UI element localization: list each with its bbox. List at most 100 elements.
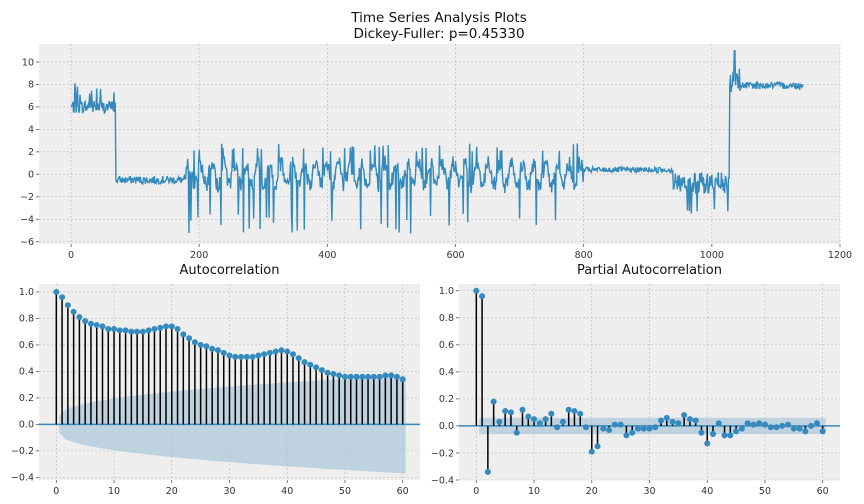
ts-xtick-label: 600 [446, 250, 464, 261]
pacf-marker [698, 429, 705, 436]
acf-marker [278, 347, 285, 354]
pacf-marker [548, 410, 555, 417]
acf-title: Autocorrelation [180, 263, 280, 278]
pacf-marker [761, 421, 768, 428]
ts-xtick-label: 1200 [828, 250, 852, 261]
pacf-panel: 0 10 20 30 40 50 60 −0.4 −0.2 0.0 0.2 0.4 0.6 0.8 1.0 P… [431, 263, 840, 497]
pacf-marker [502, 408, 509, 415]
ts-xtick-label: 0 [68, 250, 74, 261]
pacf-marker [525, 413, 532, 420]
acf-marker [76, 314, 83, 321]
pacf-marker [733, 428, 740, 435]
acf-ytick-label: 0.0 [19, 420, 34, 431]
time-series-line [70, 50, 804, 234]
acf-marker [295, 355, 302, 362]
pacf-xtick-label: 40 [701, 486, 713, 497]
pacf-marker [640, 425, 647, 432]
acf-marker [261, 351, 268, 358]
pacf-marker [513, 429, 520, 436]
pacf-marker [473, 287, 480, 294]
acf-ytick-label: −0.4 [11, 473, 34, 484]
pacf-marker [611, 421, 618, 428]
pacf-marker [490, 398, 497, 405]
acf-marker [318, 367, 325, 374]
pacf-marker [692, 417, 699, 424]
acf-xtick-label: 40 [281, 486, 293, 497]
pacf-ytick-label: 0.2 [439, 394, 454, 405]
pacf-marker [721, 432, 728, 439]
pacf-xtick-label: 10 [528, 486, 540, 497]
pacf-marker [663, 414, 670, 421]
figure-title-line2: Dickey-Fuller: p=0.45330 [353, 26, 524, 42]
pacf-marker [658, 417, 665, 424]
pacf-ytick-label: 0.6 [439, 340, 454, 351]
acf-marker [238, 353, 245, 360]
time-series-panel: 0 200 400 600 800 1000 1200 −6 −4 −2 0 2 4 6 8 10 [20, 44, 852, 261]
pacf-marker [479, 293, 486, 300]
pacf-xtick-label: 0 [473, 486, 479, 497]
pacf-ytick-label: 0.0 [439, 421, 454, 432]
pacf-marker [600, 425, 607, 432]
pacf-marker [686, 416, 693, 423]
acf-ytick-label: 0.6 [19, 340, 34, 351]
acf-marker [116, 327, 123, 334]
pacf-ytick-label: 0.4 [439, 367, 454, 378]
acf-marker [353, 373, 360, 380]
pacf-marker [813, 420, 820, 427]
acf-marker [134, 328, 141, 335]
pacf-marker [629, 429, 636, 436]
pacf-marker [536, 420, 543, 427]
pacf-marker [652, 424, 659, 431]
acf-marker [163, 323, 169, 330]
acf-marker [64, 302, 71, 309]
pacf-marker [808, 422, 815, 429]
pacf-marker [519, 406, 526, 413]
acf-marker [249, 353, 256, 360]
acf-marker [243, 353, 250, 360]
acf-marker [209, 345, 216, 352]
acf-marker [324, 369, 331, 376]
acf-marker [370, 373, 377, 380]
acf-marker [139, 328, 146, 335]
acf-marker [307, 361, 314, 368]
pacf-marker [790, 425, 797, 432]
pacf-marker [496, 418, 503, 425]
pacf-ytick-label: 1.0 [439, 286, 454, 297]
acf-marker [336, 372, 343, 379]
acf-marker [290, 351, 296, 358]
acf-ytick-label: 0.2 [19, 393, 34, 404]
acf-marker [203, 343, 210, 350]
acf-marker [191, 339, 198, 346]
pacf-marker [779, 422, 786, 429]
acf-xtick-label: 50 [339, 486, 351, 497]
pacf-xtick-label: 20 [586, 486, 598, 497]
pacf-marker [646, 425, 653, 432]
pacf-marker [634, 425, 641, 432]
pacf-marker [715, 420, 722, 427]
acf-marker [87, 320, 94, 327]
acf-marker [272, 348, 279, 355]
pacf-marker [623, 432, 630, 439]
pacf-marker [531, 416, 538, 423]
pacf-ytick-label: −0.4 [431, 475, 454, 486]
ts-ytick-label: 8 [28, 80, 34, 91]
pacf-marker [594, 443, 601, 450]
acf-marker [284, 348, 291, 355]
ts-ytick-label: −2 [20, 192, 34, 203]
ts-ytick-label: 4 [28, 125, 34, 136]
pacf-marker [704, 440, 711, 447]
pacf-marker [785, 421, 792, 428]
acf-marker [122, 327, 129, 334]
acf-marker [70, 308, 77, 315]
acf-marker [82, 318, 89, 325]
pacf-marker [669, 418, 676, 425]
acf-marker [93, 322, 100, 329]
ts-ytick-label: −6 [20, 237, 34, 248]
acf-marker [255, 352, 262, 359]
pacf-xtick-label: 30 [643, 486, 655, 497]
pacf-marker [554, 424, 561, 431]
figure-title-line1: Time Series Analysis Plots [350, 10, 527, 26]
ts-xtick-label: 800 [575, 250, 593, 261]
acf-marker [347, 373, 354, 380]
